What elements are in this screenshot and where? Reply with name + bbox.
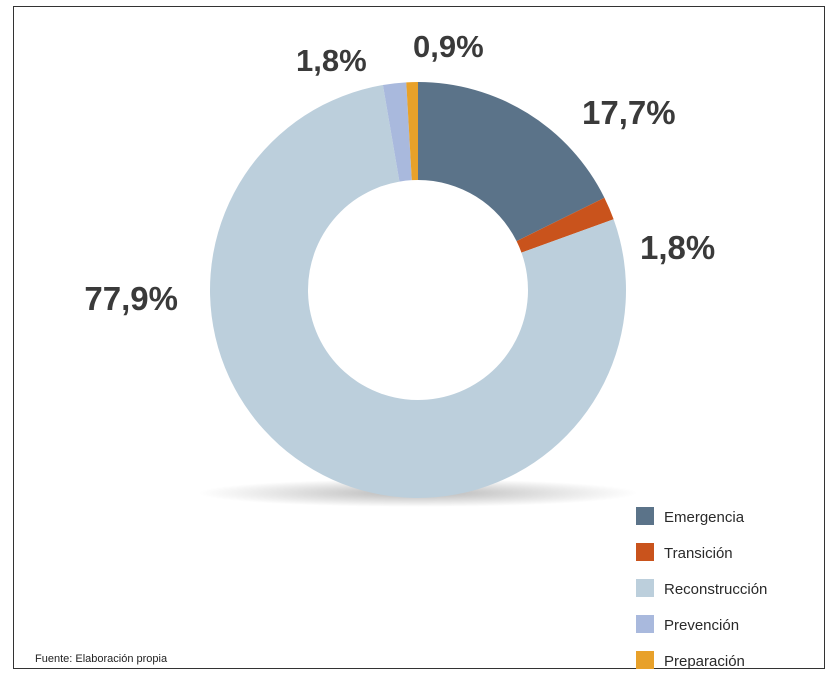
data-labels: 17,7% 1,8% 77,9% 1,8% 0,9%: [84, 29, 715, 317]
legend-label-3: Prevención: [664, 617, 739, 634]
legend-label-0: Emergencia: [664, 509, 745, 526]
data-label-0: 17,7%: [582, 94, 676, 131]
legend: Emergencia Transición Reconstrucción Preven…: [636, 507, 767, 670]
donut-slices: [210, 82, 626, 498]
legend-label-1: Transición: [664, 545, 733, 562]
legend-swatch-4: [636, 651, 654, 669]
legend-label-4: Preparación: [664, 653, 745, 670]
legend-label-2: Reconstrucción: [664, 581, 767, 598]
data-label-2: 77,9%: [84, 280, 178, 317]
data-label-4: 0,9%: [413, 29, 484, 64]
data-label-1: 1,8%: [640, 229, 715, 266]
slice-prevencion: [382, 82, 412, 182]
data-label-3: 1,8%: [296, 43, 367, 78]
legend-swatch-0: [636, 507, 654, 525]
slice-preparacion: [406, 82, 418, 181]
slice-transicion: [516, 197, 614, 253]
legend-swatch-2: [636, 579, 654, 597]
source-note: Fuente: Elaboración propia: [35, 653, 168, 665]
legend-swatch-3: [636, 615, 654, 633]
legend-swatch-1: [636, 543, 654, 561]
slice-reconstruccion: [210, 84, 626, 498]
slice-emergencia: [418, 82, 605, 242]
